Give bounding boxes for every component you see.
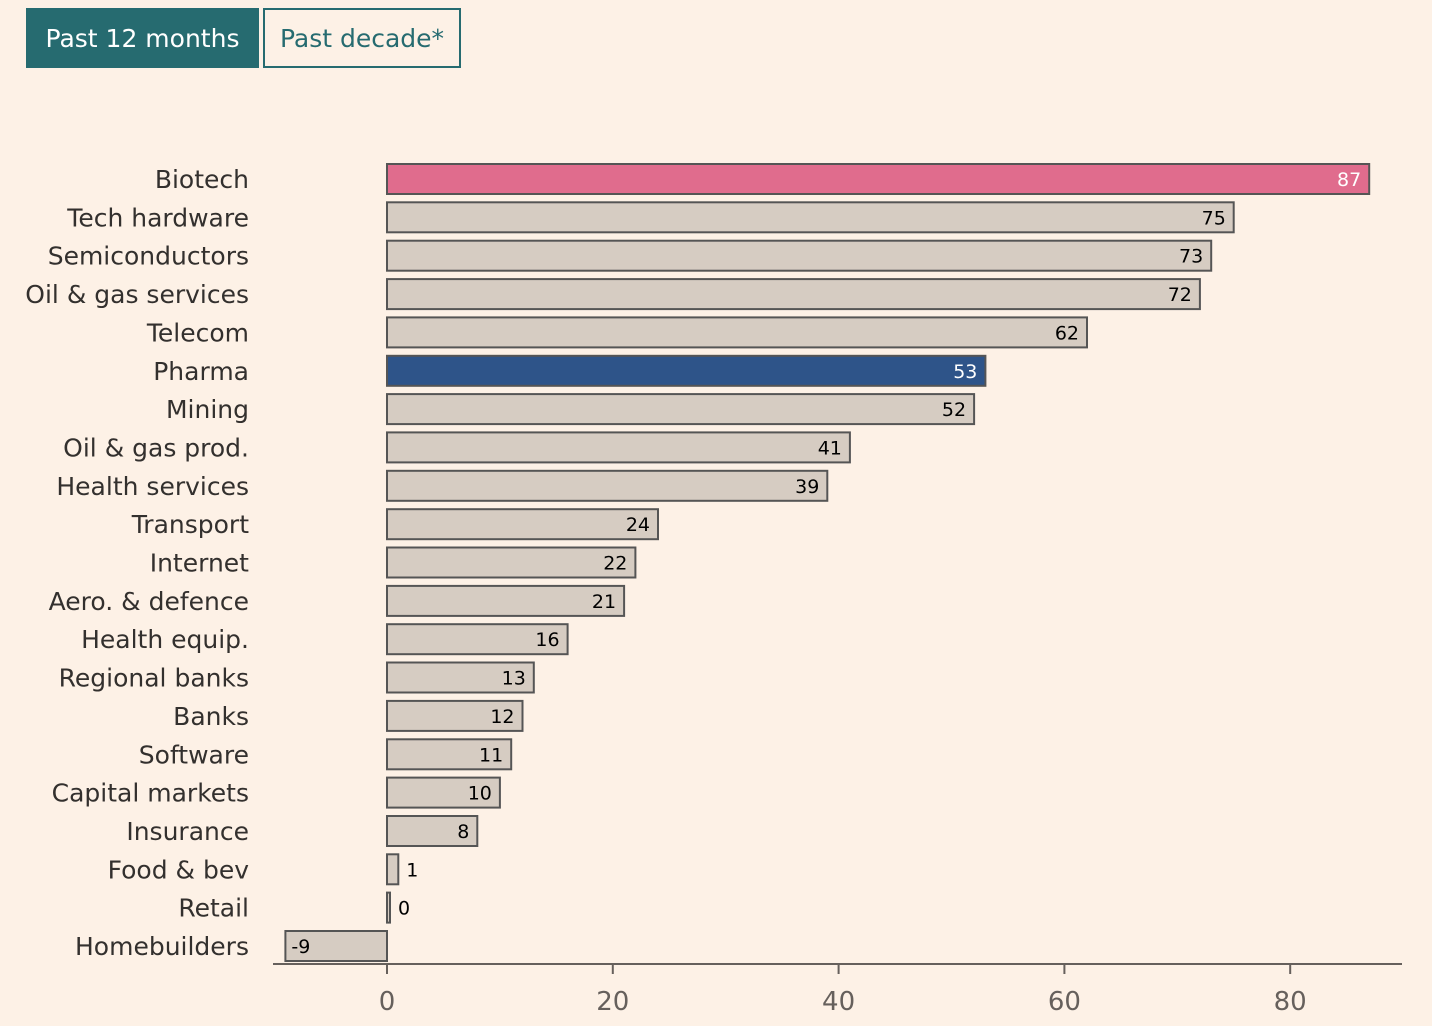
bar-capital-markets — [386, 776, 501, 809]
category-label-software: Software — [139, 740, 249, 769]
x-axis: 0 20 40 60 80 — [273, 963, 1402, 1017]
value-label-software: 11 — [479, 744, 503, 766]
category-labels-group: Biotech Tech hardware Semiconductors Oil & … — [25, 165, 249, 961]
value-label-semiconductors: 73 — [1179, 246, 1203, 268]
bar-homebuilders — [284, 930, 388, 962]
value-label-health-equip: 16 — [535, 629, 559, 651]
x-tick-label-60: 60 — [1048, 987, 1081, 1017]
value-label-homebuilders: -9 — [291, 936, 310, 958]
bar-tech-hardware — [386, 201, 1235, 234]
value-label-tech-hardware: 75 — [1202, 207, 1226, 229]
category-label-food-and-bev: Food & bev — [108, 855, 250, 884]
bar-insurance — [386, 815, 479, 847]
x-tick-label-80: 80 — [1274, 987, 1307, 1017]
x-tick-label-40: 40 — [822, 987, 855, 1017]
value-label-oil-and-gas-prod: 41 — [818, 437, 842, 459]
value-label-telecom: 62 — [1055, 322, 1079, 344]
tab-past-decade[interactable]: Past decade* — [263, 8, 461, 68]
value-label-capital-markets: 10 — [468, 783, 492, 805]
value-label-transport: 24 — [626, 514, 650, 536]
bar-health-services — [386, 469, 829, 502]
category-label-retail: Retail — [178, 894, 249, 923]
value-label-regional-banks: 13 — [502, 668, 526, 690]
category-label-health-services: Health services — [56, 472, 249, 501]
tab-past-decade-label: Past decade* — [279, 23, 445, 53]
bar-software — [386, 738, 513, 771]
category-label-aero-and-defence: Aero. & defence — [49, 587, 249, 616]
category-label-health-equip: Health equip. — [81, 625, 249, 654]
bar-mining — [386, 393, 976, 426]
category-label-capital-markets: Capital markets — [52, 779, 249, 808]
period-tabs: Past 12 months Past decade* — [26, 8, 461, 68]
bar-biotech — [386, 163, 1371, 195]
category-label-homebuilders: Homebuilders — [75, 932, 249, 961]
category-label-semiconductors: Semiconductors — [48, 242, 249, 271]
category-label-telecom: Telecom — [146, 318, 249, 347]
value-label-internet: 22 — [603, 553, 627, 575]
bar-food-and-bev — [386, 853, 400, 886]
category-label-pharma: Pharma — [153, 357, 249, 386]
value-label-food-and-bev: 1 — [406, 859, 418, 881]
value-label-oil-and-gas-services: 72 — [1168, 284, 1192, 306]
value-label-biotech: 87 — [1337, 169, 1361, 191]
category-label-biotech: Biotech — [155, 165, 249, 194]
value-label-banks: 12 — [490, 706, 514, 728]
category-label-insurance: Insurance — [126, 817, 249, 846]
bar-semiconductors — [386, 239, 1213, 272]
bar-telecom — [386, 316, 1088, 349]
category-label-transport: Transport — [131, 510, 250, 539]
bar-internet — [386, 546, 637, 579]
category-label-mining: Mining — [166, 395, 249, 424]
value-label-insurance: 8 — [457, 821, 469, 843]
value-label-health-services: 39 — [795, 476, 819, 498]
bar-pharma — [386, 354, 987, 387]
bar-aero-and-defence — [386, 584, 626, 617]
tab-past-12-months[interactable]: Past 12 months — [26, 8, 259, 68]
bar-regional-banks — [386, 661, 535, 694]
bar-transport — [386, 508, 659, 541]
category-label-regional-banks: Regional banks — [59, 664, 249, 693]
tab-past-12-months-label: Past 12 months — [45, 23, 240, 53]
category-label-banks: Banks — [173, 702, 249, 731]
bar-oil-and-gas-services — [386, 278, 1201, 311]
category-label-oil-and-gas-prod: Oil & gas prod. — [63, 433, 249, 462]
x-tick-label-20: 20 — [596, 987, 629, 1017]
bar-health-equip — [386, 623, 569, 656]
value-label-aero-and-defence: 21 — [592, 591, 616, 613]
value-label-pharma: 53 — [953, 361, 977, 383]
x-tick-label-0: 0 — [379, 987, 396, 1017]
category-label-oil-and-gas-services: Oil & gas services — [25, 280, 249, 309]
category-label-tech-hardware: Tech hardware — [66, 203, 249, 232]
bar-retail — [386, 891, 391, 924]
bars-group — [284, 163, 1371, 962]
bar-banks — [386, 699, 524, 732]
value-label-mining: 52 — [942, 399, 966, 421]
category-label-internet: Internet — [150, 549, 249, 578]
value-label-retail: 0 — [398, 898, 410, 920]
bar-oil-and-gas-prod — [386, 431, 851, 464]
